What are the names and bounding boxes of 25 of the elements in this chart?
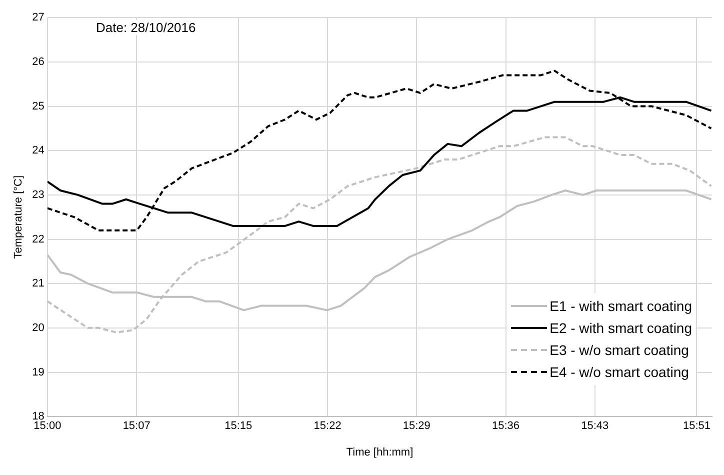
x-tick-label: 15:36 <box>492 420 520 432</box>
y-tick-label: 22 <box>32 233 44 246</box>
y-tick-label: 26 <box>32 56 44 68</box>
legend-label: E1 - with smart coating <box>550 297 692 316</box>
x-tick-label: 15:43 <box>581 420 609 432</box>
y-tick-label: 27 <box>32 12 44 24</box>
x-axis-title: Time [hh:mm] <box>346 446 414 458</box>
legend-label: E2 - with smart coating <box>550 319 692 338</box>
y-tick-label: 21 <box>32 278 44 290</box>
y-tick-label: 20 <box>32 322 44 334</box>
y-tick-label: 24 <box>32 144 44 157</box>
line-series <box>47 70 712 232</box>
legend-label: E4 - w/o smart coating <box>550 363 689 382</box>
x-tick-label: 15:22 <box>314 420 342 432</box>
y-tick-label: 19 <box>32 366 44 378</box>
y-axis-title: Temperature [°C] <box>12 175 25 259</box>
legend-label: E3 - w/o smart coating <box>550 341 689 360</box>
y-tick-label: 23 <box>32 188 44 201</box>
x-tick-label: 15:51 <box>682 420 710 432</box>
annotation: Date: 28/10/2016 <box>96 20 196 35</box>
x-tick-label: 15:00 <box>34 420 62 432</box>
x-tick-label: 15:29 <box>402 420 430 432</box>
x-tick-label: 15:15 <box>224 420 252 432</box>
y-tick-label: 25 <box>32 100 44 112</box>
x-tick-label: 15:07 <box>122 420 150 432</box>
